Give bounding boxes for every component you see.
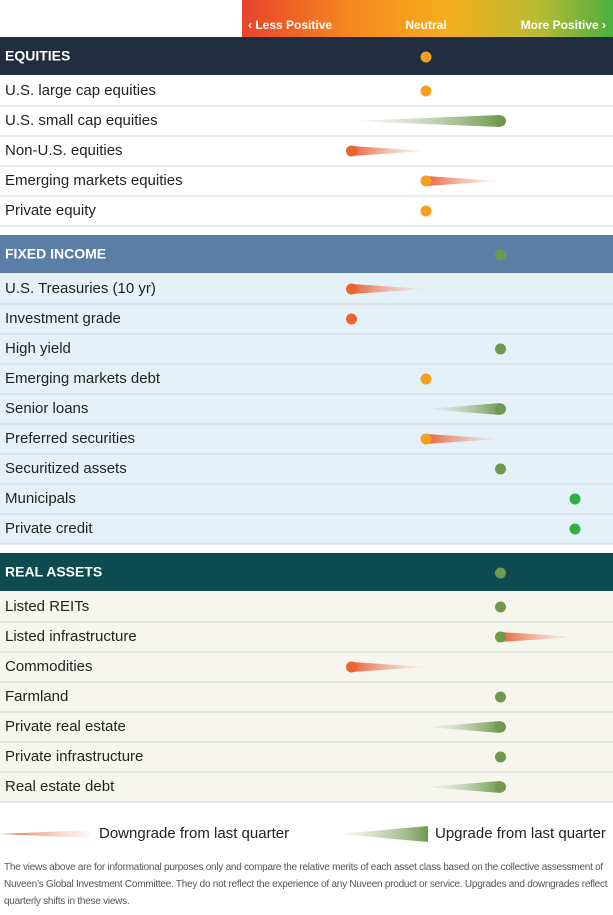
footnote: The views above are for informational pu… [4, 862, 608, 907]
row-dot [346, 145, 357, 157]
section-body [0, 75, 613, 226]
row-label: Commodities [5, 658, 93, 675]
row-label: U.S. small cap equities [5, 112, 158, 129]
more-label: More Positive › [521, 18, 606, 32]
change-trail [426, 721, 501, 733]
change-trail [351, 146, 426, 156]
row-dot [495, 691, 506, 703]
less-label: ‹ Less Positive [248, 18, 332, 32]
row-label: Emerging markets equities [5, 172, 183, 189]
chart: ‹ Less Positive Neutral More Positive › … [0, 0, 613, 842]
change-trail [426, 403, 501, 415]
legend-upgrade: Upgrade from last quarter [435, 825, 606, 842]
row-label: Preferred securities [5, 430, 135, 447]
legend-up-icon [338, 826, 428, 842]
row-label: Municipals [5, 490, 76, 507]
section-title: FIXED INCOME [5, 246, 106, 262]
row-dot [420, 373, 432, 385]
row-dot [346, 313, 357, 325]
section-title: REAL ASSETS [5, 564, 102, 580]
row-dot [420, 175, 432, 187]
change-trail [426, 434, 501, 444]
row-label: Private infrastructure [5, 748, 143, 765]
row-dot [495, 751, 506, 763]
row-label: U.S. large cap equities [5, 82, 156, 99]
row-dot [495, 343, 506, 355]
row-label: High yield [5, 340, 71, 357]
row-dot [346, 283, 357, 295]
row-dot [495, 601, 506, 613]
legend-down-icon [0, 830, 90, 838]
row-dot [420, 205, 432, 217]
section-header [0, 235, 613, 273]
change-trail [426, 176, 501, 186]
row-label: Listed REITs [5, 598, 89, 615]
row-label: Private equity [5, 202, 96, 219]
row-label: Investment grade [5, 310, 121, 327]
section-dot [495, 249, 506, 261]
row-dot [346, 661, 357, 673]
section-header [0, 553, 613, 591]
row-dot [495, 781, 506, 793]
neutral-label: Neutral [405, 18, 446, 32]
section-title: EQUITIES [5, 48, 70, 64]
row-label: Private credit [5, 520, 93, 537]
row-label: Emerging markets debt [5, 370, 161, 387]
change-trail [351, 662, 426, 672]
row-dot [495, 721, 506, 733]
row-label: Private real estate [5, 718, 126, 735]
section-body [0, 273, 613, 544]
row-dot [420, 85, 432, 97]
row-dot [569, 493, 581, 505]
row-dot [495, 403, 506, 415]
section-header [0, 37, 613, 75]
change-trail [351, 115, 501, 127]
section-dot [420, 51, 432, 63]
change-trail [500, 632, 575, 642]
row-label: Non-U.S. equities [5, 142, 123, 159]
row-dot [495, 631, 506, 643]
row-label: Senior loans [5, 400, 88, 417]
row-label: U.S. Treasuries (10 yr) [5, 280, 156, 297]
row-label: Securitized assets [5, 460, 127, 477]
section-dot [495, 567, 506, 579]
row-label: Listed infrastructure [5, 628, 137, 645]
change-trail [426, 781, 501, 793]
row-dot [569, 523, 581, 535]
row-label: Real estate debt [5, 778, 115, 795]
scale-header [242, 0, 613, 37]
row-dot [495, 463, 506, 475]
row-dot [495, 115, 506, 127]
change-trail [351, 284, 426, 294]
legend-downgrade: Downgrade from last quarter [99, 825, 289, 842]
section-body [0, 591, 613, 802]
row-dot [420, 433, 432, 445]
row-label: Farmland [5, 688, 68, 705]
